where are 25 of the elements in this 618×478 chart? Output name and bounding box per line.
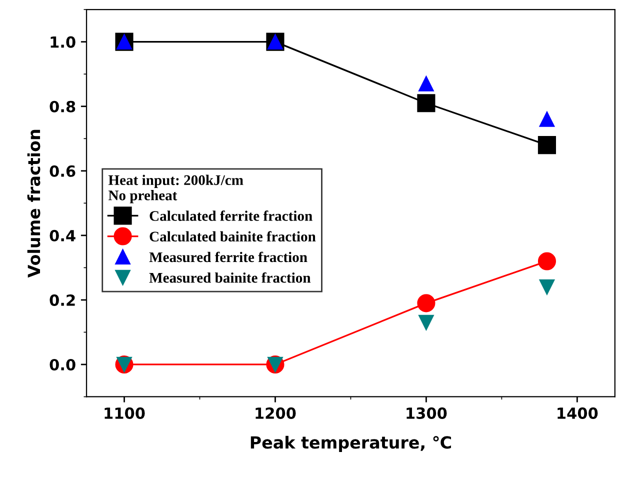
legend-label: Measured ferrite fraction: [149, 252, 308, 262]
point: [417, 294, 436, 312]
legend-label: Measured bainite fraction: [149, 272, 311, 283]
legend-label: Calculated ferrite fraction: [150, 210, 312, 221]
y-tick-label: 1.0: [50, 36, 76, 48]
y-tick-label: 0.2: [50, 294, 75, 306]
x-tick-label: 1100: [104, 407, 145, 419]
y-tick-label: 0.8: [50, 100, 76, 112]
x-tick-label: 1400: [558, 407, 598, 419]
y-tick-label: 0.6: [50, 165, 76, 177]
point: [417, 94, 436, 112]
y-tick-label: 0.0: [50, 358, 76, 370]
point: [418, 314, 434, 330]
x-axis-title: Peak temperature, ℃: [250, 436, 451, 452]
point: [539, 112, 555, 127]
point: [539, 279, 555, 295]
y-axis-title: Volume fraction: [27, 130, 40, 278]
legend-label: Calculated bainite fraction: [150, 231, 316, 242]
point: [538, 136, 556, 154]
legend-title: Heat input: 200kJ/cm No preheat: [108, 174, 244, 204]
point: [538, 252, 556, 270]
x-tick-label: 1200: [256, 407, 296, 419]
x-tick-label: 1300: [406, 407, 447, 419]
y-tick-label: 0.4: [50, 230, 76, 242]
point: [418, 76, 434, 92]
